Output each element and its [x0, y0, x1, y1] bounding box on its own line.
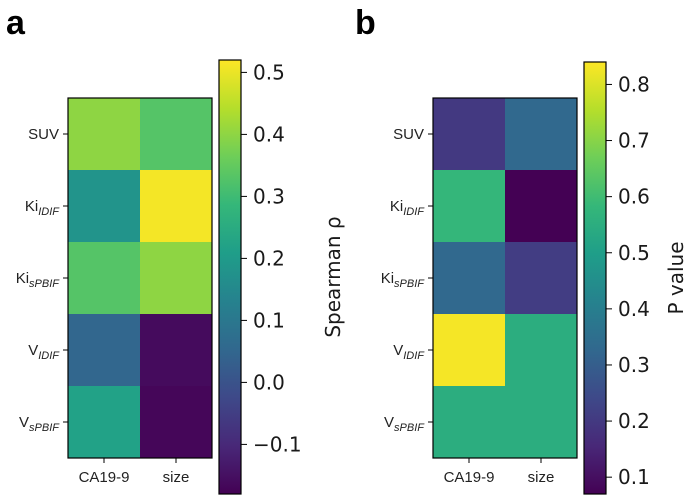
colorbar-tick-label: 0.4 [253, 122, 285, 146]
panel-b-letter: b [355, 4, 376, 42]
heatmap-cell-a-r3-c0 [68, 314, 140, 386]
heatmap-cell-a-r3-c1 [140, 314, 212, 386]
x-tick-label: size [528, 469, 555, 486]
colorbar-tick-label: 0.6 [618, 185, 650, 209]
colorbar-tick-label: 0.5 [618, 241, 650, 265]
heatmap-cell-a-r2-c1 [140, 242, 212, 314]
y-tick-label-subscript: IDIF [403, 350, 425, 362]
y-tick-label: VIDIF [28, 342, 60, 362]
y-tick-label-base: SUV [28, 126, 59, 143]
y-tick-label-subscript: IDIF [38, 350, 60, 362]
y-tick-label-base: SUV [393, 126, 424, 143]
heatmap-cell-b-r4-c1 [505, 386, 577, 458]
y-tick-label: VsPBIF [19, 414, 60, 434]
heatmap-cell-b-r2-c1 [505, 242, 577, 314]
heatmap-cell-b-r4-c0 [433, 386, 505, 458]
heatmap-cell-b-r1-c0 [433, 170, 505, 242]
heatmap-cell-b-r0-c1 [505, 98, 577, 170]
y-tick-label: SUV [393, 126, 424, 143]
y-tick-label-subscript: sPBIF [29, 278, 60, 290]
y-tick-label: KisPBIF [16, 270, 61, 290]
y-tick-label-base: V [384, 414, 394, 431]
heatmap-cell-b-r2-c0 [433, 242, 505, 314]
colorbar-label: P value [664, 241, 685, 314]
y-tick-label: KiIDIF [390, 198, 425, 218]
heatmap-cell-a-r2-c0 [68, 242, 140, 314]
colorbar-a [218, 59, 242, 495]
heatmap-cell-a-r4-c0 [68, 386, 140, 458]
colorbar-tick-label: 0.2 [253, 246, 285, 270]
x-tick-label: CA19-9 [79, 469, 130, 486]
x-tick-label: size [163, 469, 190, 486]
y-tick-label-subscript: sPBIF [394, 422, 425, 434]
colorbar-tick-label: 0.5 [253, 60, 285, 84]
y-tick-label-subscript: sPBIF [394, 278, 425, 290]
y-tick-label: VsPBIF [384, 414, 425, 434]
heatmap-cell-a-r0-c0 [68, 98, 140, 170]
y-tick-label-base: Ki [390, 198, 403, 215]
colorbar-tick-label: 0.0 [253, 370, 285, 394]
panel-a-letter: a [6, 4, 26, 42]
y-tick-label-subscript: IDIF [38, 206, 60, 218]
y-tick-label: SUV [28, 126, 59, 143]
y-tick-label-base: Ki [381, 270, 394, 287]
y-tick-label: VIDIF [393, 342, 425, 362]
colorbar-tick-label: 0.1 [253, 308, 285, 332]
x-tick-label: CA19-9 [444, 469, 495, 486]
y-tick-label-subscript: sPBIF [29, 422, 60, 434]
heatmap-cell-b-r1-c1 [505, 170, 577, 242]
y-tick-label-subscript: IDIF [403, 206, 425, 218]
heatmap-cell-a-r0-c1 [140, 98, 212, 170]
heatmap-cell-b-r0-c0 [433, 98, 505, 170]
y-tick-label-base: Ki [16, 270, 29, 287]
y-tick-label-base: V [393, 342, 403, 359]
y-tick-label: KisPBIF [381, 270, 426, 290]
colorbar-tick-label: 0.2 [618, 409, 650, 433]
colorbar-tick-label: 0.7 [618, 129, 650, 153]
heatmap-cell-a-r1-c1 [140, 170, 212, 242]
colorbar-b [583, 61, 607, 495]
y-tick-label-base: Ki [25, 198, 38, 215]
heatmap-cell-a-r1-c0 [68, 170, 140, 242]
colorbar-tick-label: 0.1 [618, 465, 650, 489]
heatmap-cell-b-r3-c0 [433, 314, 505, 386]
colorbar-tick-label: 0.3 [618, 353, 650, 377]
y-tick-label-base: V [28, 342, 38, 359]
colorbar-tick-label: 0.4 [618, 297, 650, 321]
colorbar-label: Spearman ρ [321, 216, 345, 337]
colorbar-tick-label: −0.1 [253, 432, 302, 456]
heatmap-cell-b-r3-c1 [505, 314, 577, 386]
y-tick-label-base: V [19, 414, 29, 431]
y-tick-label: KiIDIF [25, 198, 60, 218]
colorbar-tick-label: 0.3 [253, 184, 285, 208]
heatmap-cell-a-r4-c1 [140, 386, 212, 458]
colorbar-tick-label: 0.8 [618, 72, 650, 96]
